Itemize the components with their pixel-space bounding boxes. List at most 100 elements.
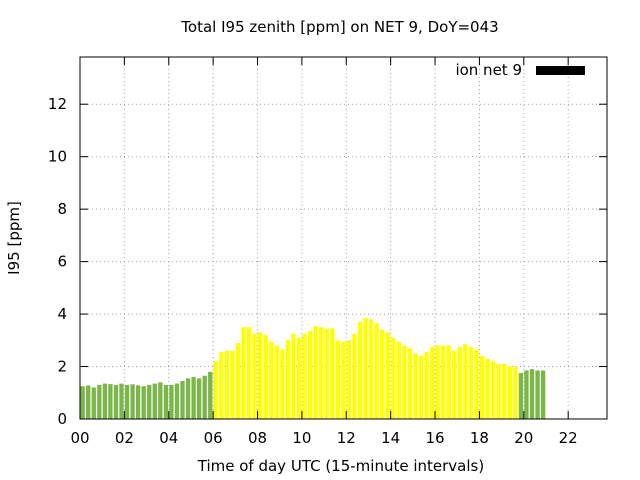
x-tick-label: 14: [381, 429, 400, 447]
plot-frame: [79, 56, 608, 420]
x-tick-label: 06: [204, 429, 223, 447]
bar: [97, 384, 102, 419]
bar: [346, 340, 352, 419]
bar: [241, 327, 246, 419]
bar: [374, 323, 379, 419]
bar: [330, 328, 335, 419]
bar: [185, 378, 191, 419]
bar: [418, 356, 424, 419]
bar: [180, 380, 185, 419]
bar: [263, 335, 268, 419]
bar: [174, 383, 180, 419]
y-tick-label: 10: [48, 148, 67, 166]
bar: [213, 361, 218, 419]
bar: [302, 333, 307, 419]
bar: [113, 384, 119, 419]
bar: [124, 384, 130, 419]
bar: [191, 377, 196, 419]
bar: [335, 340, 341, 419]
bar: [324, 328, 329, 419]
bar: [108, 384, 113, 419]
legend-label: ion net 9: [455, 61, 522, 79]
bar: [341, 341, 346, 419]
bar: [491, 361, 496, 419]
bar: [429, 346, 435, 419]
bar: [474, 349, 479, 419]
bar: [396, 341, 402, 419]
bar: [119, 383, 124, 419]
y-tick-label: 12: [48, 95, 67, 113]
bar: [513, 366, 518, 419]
y-tick-label: 2: [57, 358, 67, 376]
bar: [285, 340, 291, 419]
bar: [479, 356, 485, 419]
bar: [435, 345, 440, 419]
bar: [463, 344, 468, 419]
x-tick-label: 00: [70, 429, 89, 447]
bar: [280, 349, 285, 419]
bar: [274, 345, 279, 419]
grid-lines: [80, 57, 607, 419]
bars: [80, 318, 546, 419]
bar: [424, 352, 429, 419]
bar: [196, 378, 202, 419]
bar: [535, 370, 540, 419]
bar: [230, 350, 235, 419]
bar: [518, 373, 524, 419]
bar: [524, 370, 529, 419]
bar: [86, 385, 91, 419]
x-tick-label: 12: [337, 429, 356, 447]
x-tick-label: 02: [115, 429, 134, 447]
bar: [130, 384, 135, 419]
bar: [385, 332, 390, 419]
bar: [169, 384, 174, 419]
bar: [141, 386, 146, 419]
bar: [485, 358, 490, 419]
y-tick-label: 6: [57, 253, 67, 271]
bar: [307, 331, 313, 419]
bar: [202, 375, 207, 419]
y-tick-label: 8: [57, 200, 67, 218]
bar: [258, 332, 263, 419]
bar: [363, 318, 368, 419]
bar: [413, 353, 418, 419]
x-tick-label: 20: [514, 429, 533, 447]
bar: [319, 327, 324, 419]
bar: [313, 325, 318, 419]
bar: [540, 370, 546, 419]
bar: [357, 321, 363, 419]
y-tick-label: 4: [57, 305, 67, 323]
bar: [529, 369, 535, 419]
bar: [296, 337, 302, 419]
y-ticks: 0 2 4 6 8 10 12: [48, 95, 607, 428]
bar: [219, 352, 224, 419]
bar: [457, 346, 463, 419]
bar: [80, 386, 85, 419]
bar: [291, 333, 296, 419]
chart-title: Total I95 zenith [ppm] on NET 9, DoY=043: [180, 18, 498, 36]
bar: [163, 384, 169, 419]
bar: [235, 342, 241, 419]
x-tick-label: 16: [425, 429, 444, 447]
y-tick-label: 0: [57, 410, 67, 428]
y-axis-label: I95 [ppm]: [5, 201, 23, 275]
bar: [496, 363, 501, 419]
bar: [252, 333, 257, 419]
x-ticks: 00 02 04 06 08 10 12 14 16 18 20 22: [70, 57, 578, 447]
bar: [452, 350, 457, 419]
bar: [246, 327, 252, 419]
x-tick-label: 08: [248, 429, 267, 447]
bar: [468, 346, 474, 419]
x-tick-label: 04: [159, 429, 178, 447]
bar: [402, 345, 407, 419]
x-tick-label: 18: [470, 429, 489, 447]
bar: [502, 363, 507, 419]
bar: [224, 350, 230, 419]
bar: [158, 382, 163, 419]
x-tick-label: 10: [292, 429, 311, 447]
x-tick-label: 22: [559, 429, 578, 447]
x-axis-label: Time of day UTC (15-minute intervals): [197, 457, 484, 475]
bar: [380, 329, 385, 419]
bar: [269, 341, 274, 419]
